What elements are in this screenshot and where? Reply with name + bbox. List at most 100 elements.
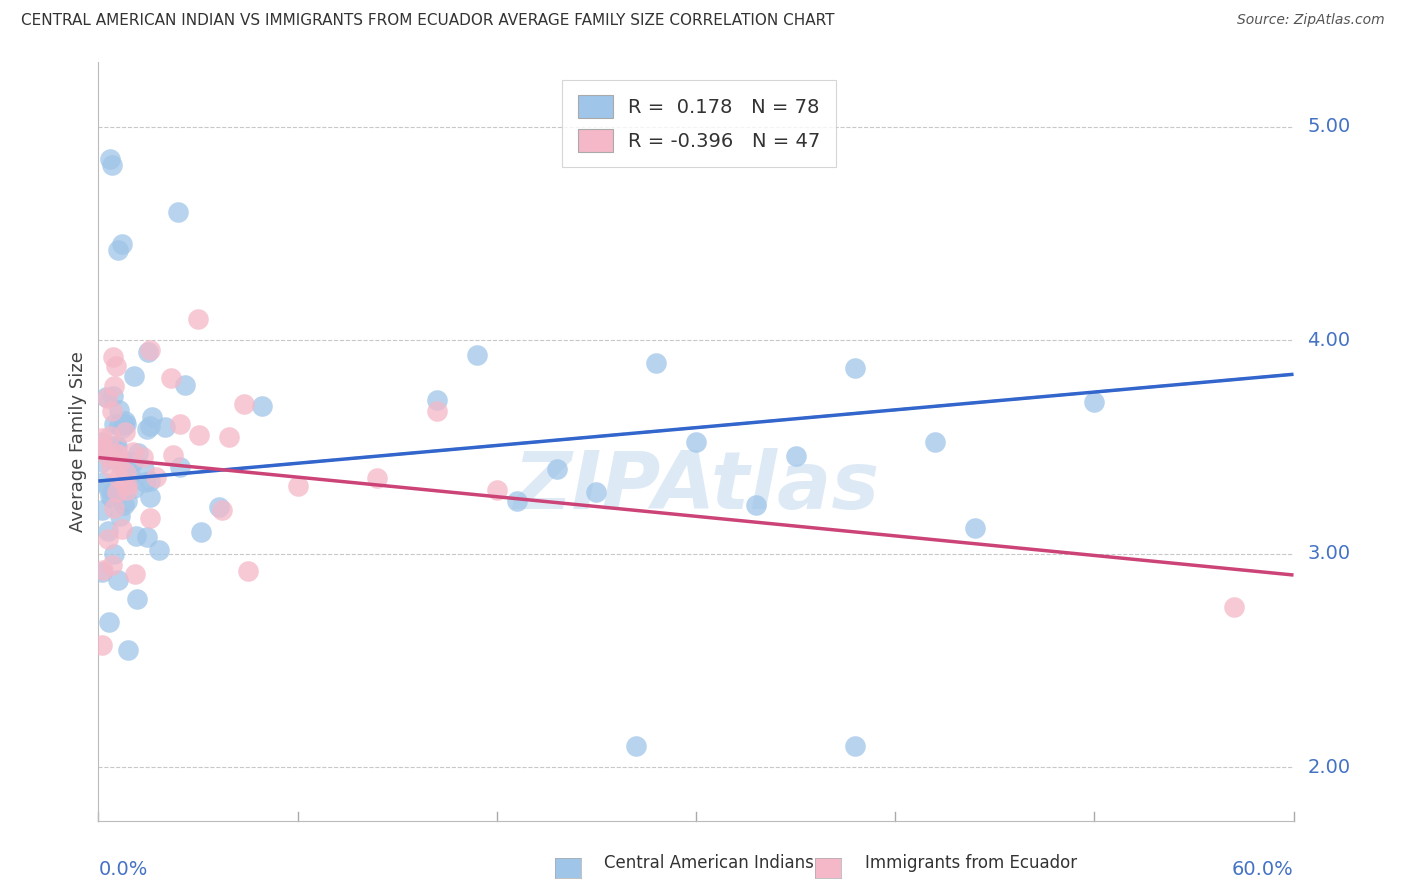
Point [117,642,139,657]
Point [103,417,125,431]
Point [844,739,866,753]
Point [124,481,146,495]
Point [485,483,508,498]
Point [118,467,141,482]
Point [645,356,668,370]
Point [101,491,124,505]
Text: ZIPAtlas: ZIPAtlas [513,448,879,526]
Point [98,152,122,166]
Point [101,484,124,499]
Text: 5.00: 5.00 [1308,117,1351,136]
Point [97,481,120,495]
Point [105,484,128,499]
Point [138,418,160,433]
Point [107,448,129,462]
Legend: R =  0.178   N = 78, R = -0.396   N = 47: R = 0.178 N = 78, R = -0.396 N = 47 [562,79,837,168]
Text: CENTRAL AMERICAN INDIAN VS IMMIGRANTS FROM ECUADOR AVERAGE FAMILY SIZE CORRELATI: CENTRAL AMERICAN INDIAN VS IMMIGRANTS FR… [21,13,835,29]
Point [136,345,159,359]
Point [91,443,114,458]
Point [108,509,131,524]
Point [122,455,145,469]
Point [585,485,607,500]
Point [187,428,209,442]
Point [103,547,125,561]
Point [117,483,139,498]
Point [114,414,136,428]
Point [169,460,191,475]
Point [91,455,114,469]
Point [107,449,129,463]
Point [107,574,129,588]
Point [91,440,114,454]
Text: 4.00: 4.00 [1308,331,1351,350]
Point [101,558,124,573]
Point [167,205,190,219]
Point [122,369,145,384]
Point [211,503,233,517]
Point [103,379,125,393]
Text: 2.00: 2.00 [1308,757,1351,777]
Point [112,498,135,512]
Point [98,615,121,629]
Text: Central American Indians: Central American Indians [583,855,814,872]
Point [132,450,155,464]
Point [108,403,131,417]
Point [114,456,136,470]
Point [115,417,138,431]
Point [97,450,120,464]
Text: 3.00: 3.00 [1308,544,1351,563]
Point [101,350,124,364]
Point [148,543,170,558]
Point [101,452,124,467]
Point [426,404,449,418]
Point [139,490,162,504]
Point [104,446,127,460]
Point [124,566,146,581]
Point [134,462,156,476]
Point [111,420,134,434]
Point [546,462,568,476]
Point [101,404,124,418]
Point [101,447,124,461]
Point [114,425,136,439]
Point [506,493,529,508]
Point [112,417,135,431]
Point [110,452,132,467]
Point [135,530,157,544]
Point [785,449,807,463]
Point [924,435,946,450]
Point [104,439,127,453]
Point [100,439,122,453]
Point [100,461,122,475]
Point [136,422,159,436]
Point [160,371,183,385]
Point [114,463,136,477]
Point [111,523,134,537]
Text: Immigrants from Ecuador: Immigrants from Ecuador [844,855,1077,872]
Point [287,479,309,493]
Text: Source: ZipAtlas.com: Source: ZipAtlas.com [1237,13,1385,28]
Point [107,471,129,485]
Point [626,739,648,753]
Point [250,399,273,413]
Point [366,471,388,485]
Point [97,524,120,538]
Point [91,503,114,517]
Point [138,511,160,525]
Point [141,409,163,424]
Point [139,343,162,358]
Point [173,378,195,392]
Point [94,390,117,404]
Point [91,563,114,577]
Point [101,389,124,403]
Point [91,435,114,450]
Point [238,564,260,578]
Y-axis label: Average Family Size: Average Family Size [69,351,87,532]
Point [208,500,231,514]
Point [114,467,136,481]
Point [98,489,121,503]
Point [96,391,118,405]
Point [1223,600,1246,615]
Point [111,237,134,252]
Point [127,591,149,606]
